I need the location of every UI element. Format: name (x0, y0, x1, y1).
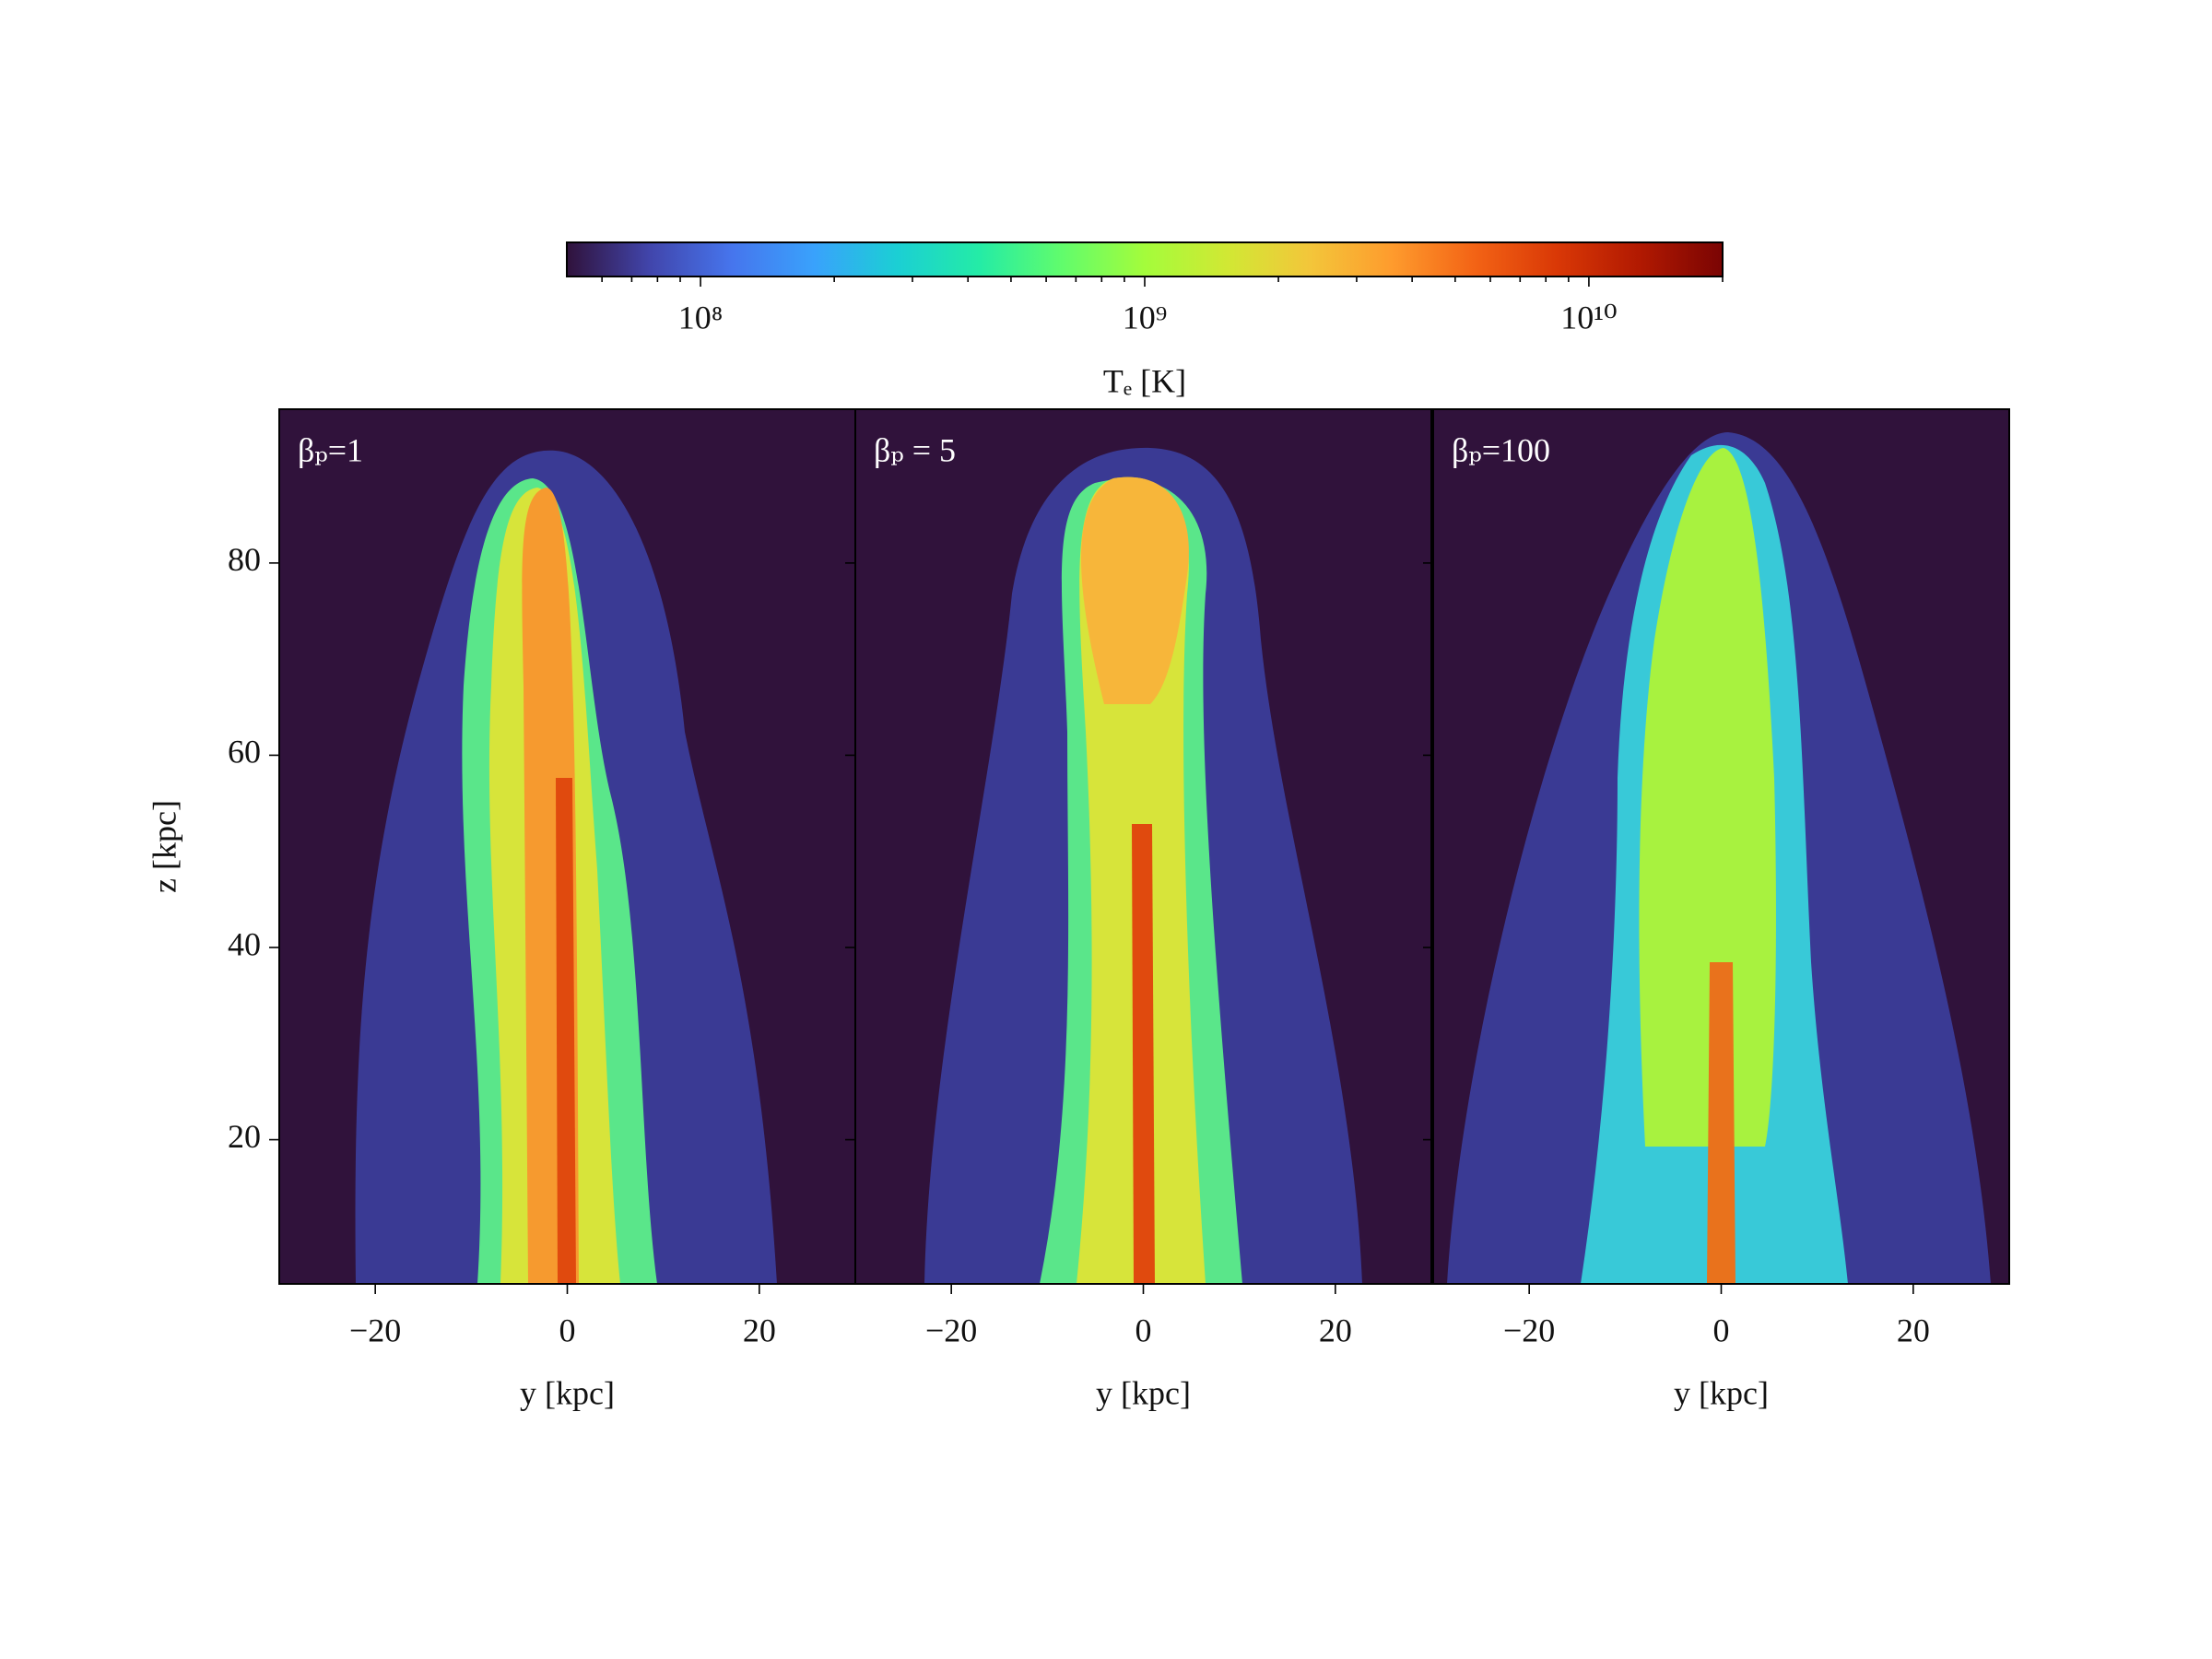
panel-annotation: βₚ=1 (298, 431, 363, 468)
y-tick-label: 20 (228, 1118, 261, 1155)
plume-image (1433, 409, 2009, 1284)
x-tick-label: 20 (743, 1312, 776, 1348)
x-axis-label: y [kpc] (1096, 1374, 1191, 1411)
colorbar-label: Tₑ [K] (1103, 362, 1186, 399)
y-tick-label: 40 (228, 925, 261, 962)
y-axis-label: z [kpc] (146, 800, 182, 893)
x-tick-label: −20 (1503, 1312, 1555, 1348)
x-tick-label: 20 (1319, 1312, 1352, 1348)
x-tick-label: 0 (1135, 1312, 1152, 1348)
x-tick-label: 20 (1897, 1312, 1930, 1348)
x-tick-label: −20 (349, 1312, 401, 1348)
x-axis-label: y [kpc] (1674, 1374, 1769, 1411)
colorbar-tick-label: 10¹⁰ (1560, 299, 1617, 335)
colorbar-tick-label: 10⁹ (1123, 299, 1168, 335)
x-tick-label: −20 (925, 1312, 977, 1348)
plume-image (855, 409, 1431, 1284)
panel-annotation: βₚ=100 (1452, 431, 1550, 468)
y-tick-label: 60 (228, 734, 261, 771)
colorbar-tick-label: 10⁸ (678, 299, 724, 335)
x-tick-label: 0 (1713, 1312, 1730, 1348)
x-axis-label: y [kpc] (520, 1374, 615, 1411)
panel-annotation: βₚ = 5 (874, 431, 956, 468)
x-tick-label: 0 (559, 1312, 576, 1348)
colorbar (566, 241, 1724, 277)
plume-image (279, 409, 855, 1284)
y-tick-label: 80 (228, 541, 261, 578)
